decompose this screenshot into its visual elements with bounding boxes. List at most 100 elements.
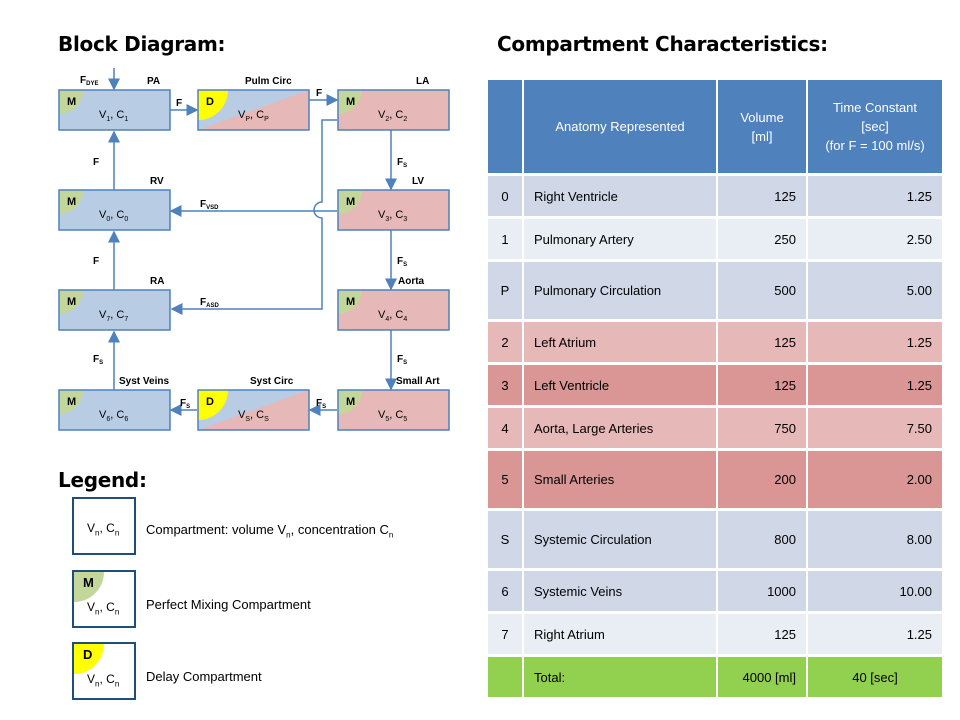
table-row: S Systemic Circulation 800 8.00 — [488, 509, 944, 571]
row-anatomy: Pulmonary Circulation — [523, 260, 718, 322]
total-time-constant: 40 [sec] — [807, 655, 944, 700]
arrow-asd — [170, 119, 337, 315]
block-title: LV — [412, 176, 424, 187]
block-vc-label: V5, C5 — [378, 409, 407, 423]
flow-label-fs_ao_sa: FS — [397, 354, 407, 366]
row-id: 0 — [488, 174, 524, 219]
block-diagram: M V1, C1 D VP, CP M V2, C2 M V0, C0 M V3, C3 M V7, … — [58, 68, 450, 431]
flow-label-fs_sa_sc: FS — [316, 398, 326, 410]
block-title: Pulm Circ — [245, 76, 292, 87]
row-id: S — [488, 509, 524, 571]
block-title: LA — [416, 76, 429, 87]
block-corner-letter: M — [67, 296, 76, 308]
flow-label-fs_la_lv: FS — [397, 157, 407, 169]
block-vs: D VS, CS — [197, 389, 310, 431]
row-anatomy: Right Atrium — [523, 612, 718, 657]
block-corner-letter: M — [346, 96, 355, 108]
total-empty — [488, 655, 524, 700]
block-title: Syst Veins — [119, 376, 169, 387]
row-id: P — [488, 260, 524, 322]
legend-vc-label: Vn, Cn — [87, 600, 120, 617]
row-time-constant: 2.00 — [807, 449, 944, 511]
row-id: 4 — [488, 406, 524, 451]
block-vp: D VP, CP — [197, 89, 310, 131]
block-v7: M V7, C7 — [58, 289, 171, 331]
block-vc-label: V6, C6 — [99, 409, 128, 423]
flow-label-f_pa_pc: F — [176, 98, 182, 109]
row-time-constant: 1.25 — [807, 320, 944, 365]
legend-delay-text: Delay Compartment — [146, 669, 262, 684]
mixing-corner-icon — [59, 290, 83, 314]
delay-corner-icon — [198, 390, 228, 420]
flow-label-f_pc_la: F — [316, 88, 322, 99]
row-anatomy: Small Arteries — [523, 449, 718, 511]
mixing-corner-letter: M — [83, 575, 94, 590]
block-title: PA — [147, 76, 160, 87]
block-v2: M V2, C2 — [337, 89, 450, 131]
row-anatomy: Aorta, Large Arteries — [523, 406, 718, 451]
legend-vc-label: Vn, Cn — [87, 521, 120, 538]
header-anatomy: Anatomy Represented — [523, 80, 718, 176]
block-corner-letter: D — [206, 396, 214, 408]
block-title: RA — [150, 276, 164, 287]
mixing-corner-icon — [338, 190, 362, 214]
block-corner-letter: M — [67, 196, 76, 208]
row-volume: 1000 — [717, 569, 808, 614]
block-v4: M V4, C4 — [337, 289, 450, 331]
row-volume: 800 — [717, 509, 808, 571]
block-corner-letter: M — [346, 196, 355, 208]
table-row: 4 Aorta, Large Arteries 750 7.50 — [488, 406, 944, 451]
table-row: P Pulmonary Circulation 500 5.00 — [488, 260, 944, 322]
row-id: 3 — [488, 363, 524, 408]
row-time-constant: 5.00 — [807, 260, 944, 322]
table-row: 0 Right Ventricle 125 1.25 — [488, 174, 944, 219]
block-v6: M V6, C6 — [58, 389, 171, 431]
row-time-constant: 1.25 — [807, 363, 944, 408]
block-corner-letter: M — [67, 396, 76, 408]
row-time-constant: 10.00 — [807, 569, 944, 614]
block-title: Aorta — [398, 276, 425, 287]
row-anatomy: Systemic Circulation — [523, 509, 718, 571]
legend-heading: Legend: — [58, 468, 147, 492]
row-volume: 125 — [717, 612, 808, 657]
header-volume: Volume [ml] — [717, 80, 808, 176]
block-vc-label: VS, CS — [238, 409, 269, 423]
table-row: 6 Systemic Veins 1000 10.00 — [488, 569, 944, 614]
block-vc-label: VP, CP — [238, 109, 269, 123]
row-id: 2 — [488, 320, 524, 365]
block-title: Small Art — [396, 376, 440, 387]
table-row: 7 Right Atrium 125 1.25 — [488, 612, 944, 657]
block-vc-label: V0, C0 — [99, 209, 128, 223]
block-corner-letter: M — [346, 296, 355, 308]
flow-label-f_ra_rv: F — [93, 256, 99, 267]
legend-delay-box: D Vn, Cn — [72, 642, 136, 700]
block-v1: M V1, C1 — [58, 89, 171, 131]
header-id — [488, 80, 524, 176]
row-time-constant: 8.00 — [807, 509, 944, 571]
row-anatomy: Left Atrium — [523, 320, 718, 365]
header-time-constant: Time Constant [sec] (for F = 100 ml/s) — [807, 80, 944, 176]
row-anatomy: Systemic Veins — [523, 569, 718, 614]
flow-label-fs_sc_sv: FS — [180, 398, 190, 410]
row-volume: 200 — [717, 449, 808, 511]
compartment-table: Anatomy Represented Volume [ml] Time Cons… — [488, 80, 944, 700]
table-row: 1 Pulmonary Artery 250 2.50 — [488, 217, 944, 262]
row-time-constant: 2.50 — [807, 217, 944, 262]
flow-label-f_rv_pa: F — [93, 157, 99, 168]
row-time-constant: 7.50 — [807, 406, 944, 451]
mixing-corner-icon — [59, 390, 83, 414]
block-corner-letter: D — [206, 96, 214, 108]
mixing-corner-icon — [338, 290, 362, 314]
flow-label-fdye: FDYE — [80, 75, 98, 87]
row-id: 1 — [488, 217, 524, 262]
delay-corner-icon — [198, 90, 228, 120]
table-total-row: Total: 4000 [ml] 40 [sec] — [488, 655, 944, 700]
delay-corner-letter: D — [83, 647, 93, 662]
legend-compartment-text: Compartment: volume Vn, concentration Cn — [146, 522, 394, 540]
row-volume: 750 — [717, 406, 808, 451]
block-v3: M V3, C3 — [337, 189, 450, 231]
flow-label-fvsd: FVSD — [200, 199, 219, 211]
mixing-corner-icon — [338, 90, 362, 114]
row-id: 6 — [488, 569, 524, 614]
compartment-characteristics-heading: Compartment Characteristics: — [497, 32, 828, 56]
